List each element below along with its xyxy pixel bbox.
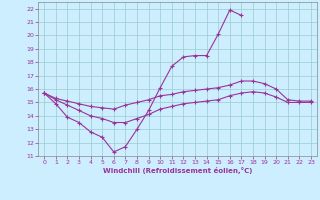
X-axis label: Windchill (Refroidissement éolien,°C): Windchill (Refroidissement éolien,°C) — [103, 167, 252, 174]
